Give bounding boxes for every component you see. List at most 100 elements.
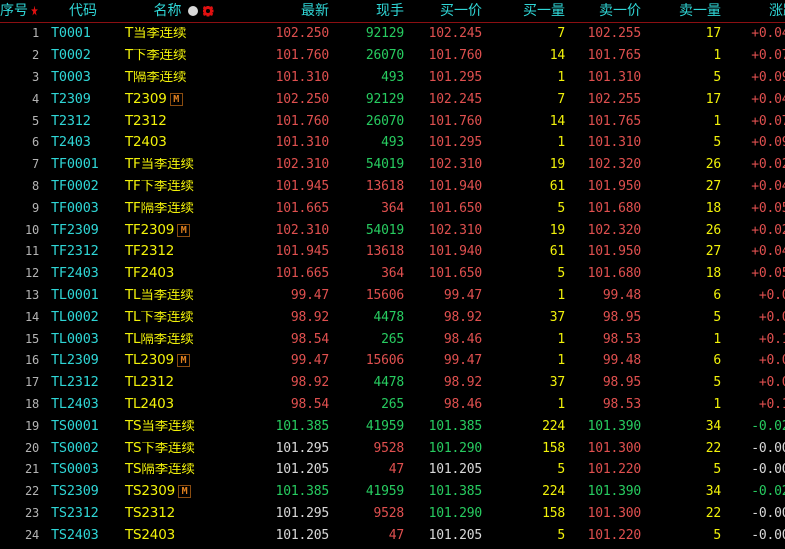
cell-volume: 13618 <box>365 245 404 259</box>
cell-ask_px: 101.220 <box>587 463 642 477</box>
cell-bid_qty: 61 <box>549 179 565 193</box>
column-header-volume[interactable]: 现手 <box>337 4 412 18</box>
table-row[interactable]: 22 TS2309 TS2309 M 101.385 41959 101.385 224 101… <box>0 481 785 503</box>
column-header-index[interactable]: 序号 <box>0 4 46 18</box>
cell-change: +0.050 <box>751 267 785 281</box>
table-row[interactable]: 2 T0002 T下季连续 101.760 26070 101.760 14 101.765 1… <box>0 45 785 67</box>
instrument-name-label: TL当季连续 <box>125 288 194 302</box>
cell-name: TS2312 <box>120 507 247 520</box>
table-row[interactable]: 5 T2312 T2312 101.760 26070 101.760 14 101.765 1… <box>0 110 785 132</box>
column-header-ask-qty[interactable]: 卖一量 <box>649 4 729 18</box>
cell-ask_qty: 1 <box>713 49 721 63</box>
cell-ask_qty: 26 <box>705 223 721 237</box>
cell-bid_qty: 19 <box>549 158 565 172</box>
table-row[interactable]: 1 T0001 T当季连续 102.250 92129 102.245 7 102.255 17… <box>0 23 785 45</box>
cell-ask_px: 102.320 <box>587 158 642 172</box>
cell-bid_qty: 37 <box>549 376 565 390</box>
circle-icon[interactable] <box>187 6 198 16</box>
column-header-bid-qty-label: 买一量 <box>523 3 565 19</box>
cell-ask_qty: 5 <box>713 136 721 150</box>
column-header-bid-qty[interactable]: 买一量 <box>490 4 573 18</box>
table-row[interactable]: 13 TL0001 TL当季连续 99.47 15606 99.47 1 99.48 6 +0.0… <box>0 285 785 307</box>
cell-last: 98.92 <box>290 310 329 324</box>
cell-code: TS0002 <box>51 441 99 455</box>
instrument-name-label: T2309 <box>125 92 167 106</box>
cell-ask_qty: 5 <box>713 310 721 324</box>
cell-change: -0.020 <box>751 419 785 433</box>
cell-bid_px: 102.310 <box>428 158 483 172</box>
table-row[interactable]: 11 TF2312 TF2312 101.945 13618 101.940 61 101.9… <box>0 241 785 263</box>
margin-badge-icon: M <box>176 354 190 368</box>
cell-volume: 92129 <box>365 27 404 41</box>
table-row[interactable]: 18TL2403TL240398.5426598.46198.531+0.100… <box>0 394 785 416</box>
cell-bid_px: 101.295 <box>428 70 483 84</box>
table-row[interactable]: 9 TF0003 TF隔季连续 101.665 364 101.650 5 101.680 18… <box>0 197 785 219</box>
star-icon[interactable] <box>31 5 38 16</box>
cell-ask_px: 102.255 <box>587 92 642 106</box>
cell-code: T2309 <box>51 92 91 106</box>
cell-code: TF2312 <box>51 245 99 259</box>
cell-ask_qty: 17 <box>705 92 721 106</box>
gear-icon[interactable] <box>203 6 214 17</box>
cell-ask_qty: 1 <box>713 397 721 411</box>
cell-name: T下季连续 <box>120 49 247 62</box>
column-header-code[interactable]: 代码 <box>46 4 120 18</box>
table-row[interactable]: 12 TF2403 TF2403 101.665 364 101.650 5 101.680 1… <box>0 263 785 285</box>
table-row[interactable]: 8 TF0002 TF下季连续 101.945 13618 101.940 61 101.95… <box>0 176 785 198</box>
table-row[interactable]: 15TL0003TL隔季连续98.5426598.46198.531+0.100… <box>0 328 785 350</box>
cell-volume: 26070 <box>365 114 404 128</box>
table-row[interactable]: 21 TS0003 TS隔季连续 101.205 47 101.205 5 101.220 5 -… <box>0 459 785 481</box>
table-row[interactable]: 14 TL0002 TL下季连续 98.92 4478 98.92 37 98.95 5 +0.0… <box>0 306 785 328</box>
cell-index: 14 <box>24 310 39 324</box>
column-header-name[interactable]: 名称 <box>120 4 247 18</box>
table-row[interactable]: 20 TS0002 TS下季连续 101.295 9528 101.290 158 101.3… <box>0 437 785 459</box>
cell-ask_qty: 34 <box>705 419 721 433</box>
cell-ask_px: 98.95 <box>602 376 641 390</box>
instrument-name-label: TS隔季连续 <box>125 463 195 477</box>
cell-ask_px: 101.300 <box>587 506 642 520</box>
cell-last: 99.47 <box>290 288 329 302</box>
cell-change: +0.09 <box>758 354 785 368</box>
instrument-name-label: TF2312 <box>125 245 175 259</box>
cell-name: TS下季连续 <box>120 442 247 455</box>
cell-bid_qty: 158 <box>542 441 565 455</box>
table-row[interactable]: 7 TF0001 TF当季连续 102.310 54019 102.310 19 102.32… <box>0 154 785 176</box>
instrument-name-label: TS2309 <box>125 485 175 499</box>
cell-bid_qty: 158 <box>542 506 565 520</box>
cell-ask_qty: 27 <box>705 179 721 193</box>
column-header-bid-price[interactable]: 买一价 <box>412 4 490 18</box>
cell-ask_qty: 17 <box>705 27 721 41</box>
table-row[interactable]: 3 T0003 T隔季连续 101.310 493 101.295 1 101.310 5 +0.… <box>0 67 785 89</box>
table-row[interactable]: 24 TS2403 TS2403 101.205 47 101.205 5 101.220 5 -… <box>0 524 785 546</box>
table-row[interactable]: 6 T2403 T2403 101.310 493 101.295 1 101.310 5 +0.… <box>0 132 785 154</box>
table-row[interactable]: 23 TS2312 TS2312 101.295 9528 101.290 158 101.3… <box>0 503 785 525</box>
cell-index: 7 <box>31 158 39 172</box>
table-row[interactable]: 4 T2309 T2309 M 102.250 92129 102.245 7 102.255 1… <box>0 88 785 110</box>
table-row[interactable]: 17 TL2312 TL2312 98.92 4478 98.92 37 98.95 5 +0.0… <box>0 372 785 394</box>
table-row[interactable]: 19 TS0001 TS当季连续 101.385 41959 101.385 224 101.… <box>0 415 785 437</box>
cell-ask_qty: 27 <box>705 245 721 259</box>
cell-name: T隔季连续 <box>120 71 247 84</box>
column-header-change[interactable]: 涨跌 <box>729 4 785 18</box>
cell-ask_px: 101.220 <box>587 528 642 542</box>
table-row[interactable]: 16 TL2309 TL2309 M 99.47 15606 99.47 1 99.48 6 +0.… <box>0 350 785 372</box>
cell-last: 99.47 <box>290 354 329 368</box>
cell-bid_qty: 37 <box>549 310 565 324</box>
cell-name: T2309 M <box>120 92 247 106</box>
cell-bid_qty: 61 <box>549 245 565 259</box>
cell-code: TS0001 <box>51 419 99 433</box>
table-row[interactable]: 10 TF2309 TF2309 M 102.310 54019 102.310 19 102.… <box>0 219 785 241</box>
cell-ask_qty: 1 <box>713 114 721 128</box>
cell-volume: 364 <box>381 201 404 215</box>
cell-change: +0.075 <box>751 114 785 128</box>
column-header-last[interactable]: 最新 <box>247 4 337 18</box>
cell-name: TL2312 <box>120 376 247 389</box>
cell-change: +0.075 <box>751 49 785 63</box>
cell-change: +0.020 <box>751 158 785 172</box>
cell-bid_px: 101.205 <box>428 463 483 477</box>
column-header-ask-price[interactable]: 卖一价 <box>573 4 649 18</box>
margin-badge-icon: M <box>177 485 191 499</box>
cell-change: +0.090 <box>751 70 785 84</box>
instrument-name-label: T隔季连续 <box>125 70 187 84</box>
cell-ask_qty: 34 <box>705 485 721 499</box>
